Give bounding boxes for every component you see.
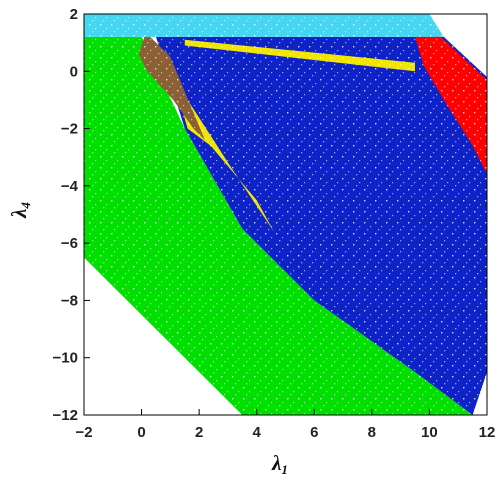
y-tick-label: 2 bbox=[70, 6, 78, 23]
x-tick-label: 2 bbox=[195, 424, 203, 441]
x-tick-label: −2 bbox=[75, 424, 92, 441]
x-tick-label: 0 bbox=[137, 424, 145, 441]
y-axis-ticks: −12 −10 −8 −6 −4 −2 0 2 bbox=[53, 6, 90, 424]
x-axis-label: λ1 bbox=[271, 451, 288, 477]
y-tick-label: −8 bbox=[61, 292, 78, 309]
y-axis-label-symbol: λ bbox=[7, 209, 31, 219]
region-2-texture bbox=[84, 14, 444, 37]
y-tick-label: −12 bbox=[53, 407, 78, 424]
region-5-texture bbox=[138, 36, 205, 140]
y-axis-label-subscript: 4 bbox=[18, 202, 33, 210]
x-tick-label: 8 bbox=[368, 424, 376, 441]
region-4-texture bbox=[184, 39, 415, 72]
y-tick-label: 0 bbox=[70, 63, 78, 80]
x-tick-label: 6 bbox=[310, 424, 318, 441]
x-axis-ticks: −2 0 2 4 6 8 10 12 bbox=[75, 409, 495, 441]
region-0-texture bbox=[84, 36, 473, 415]
plot-frame bbox=[83, 13, 488, 416]
y-tick-label: −4 bbox=[61, 178, 79, 195]
region-6-texture bbox=[415, 36, 487, 175]
x-tick-label: 4 bbox=[253, 424, 262, 441]
x-tick-label: 10 bbox=[421, 424, 438, 441]
x-tick-label: 12 bbox=[479, 424, 496, 441]
region-1-texture bbox=[156, 36, 487, 415]
x-axis-label-subscript: 1 bbox=[281, 462, 288, 477]
y-tick-label: −2 bbox=[61, 121, 78, 138]
x-axis-label-symbol: λ bbox=[271, 451, 281, 475]
y-axis-label: λ4 bbox=[7, 202, 33, 219]
y-tick-label: −6 bbox=[61, 235, 78, 252]
y-tick-label: −10 bbox=[53, 350, 78, 367]
data-regions bbox=[84, 14, 487, 415]
region-3-texture bbox=[164, 48, 274, 232]
